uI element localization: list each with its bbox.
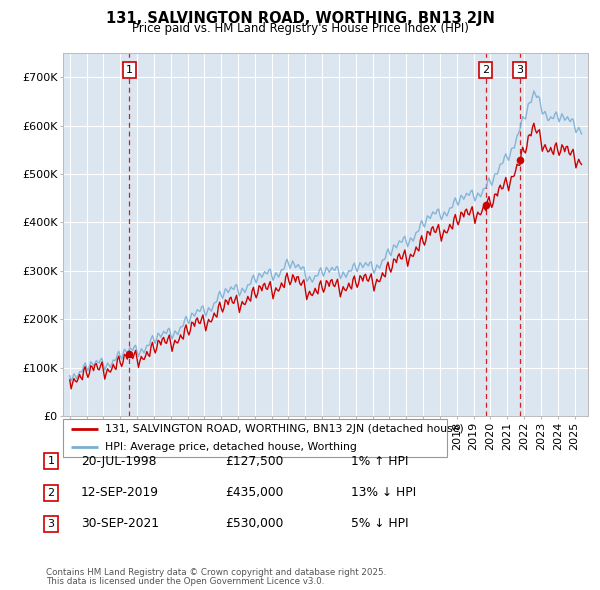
FancyBboxPatch shape: [63, 419, 447, 457]
Text: 5% ↓ HPI: 5% ↓ HPI: [351, 517, 409, 530]
Text: 2: 2: [47, 488, 55, 497]
Text: 2: 2: [482, 65, 489, 75]
Text: This data is licensed under the Open Government Licence v3.0.: This data is licensed under the Open Gov…: [46, 578, 325, 586]
Text: 3: 3: [47, 519, 55, 529]
Text: 3: 3: [517, 65, 523, 75]
Text: 20-JUL-1998: 20-JUL-1998: [81, 455, 157, 468]
Text: 1: 1: [47, 457, 55, 466]
Text: £435,000: £435,000: [225, 486, 283, 499]
Text: HPI: Average price, detached house, Worthing: HPI: Average price, detached house, Wort…: [105, 442, 357, 452]
Text: 131, SALVINGTON ROAD, WORTHING, BN13 2JN: 131, SALVINGTON ROAD, WORTHING, BN13 2JN: [106, 11, 494, 25]
Text: Contains HM Land Registry data © Crown copyright and database right 2025.: Contains HM Land Registry data © Crown c…: [46, 568, 386, 577]
Text: Price paid vs. HM Land Registry's House Price Index (HPI): Price paid vs. HM Land Registry's House …: [131, 22, 469, 35]
Text: 1% ↑ HPI: 1% ↑ HPI: [351, 455, 409, 468]
Text: 131, SALVINGTON ROAD, WORTHING, BN13 2JN (detached house): 131, SALVINGTON ROAD, WORTHING, BN13 2JN…: [105, 424, 464, 434]
Text: 1: 1: [126, 65, 133, 75]
Text: £127,500: £127,500: [225, 455, 283, 468]
Text: 13% ↓ HPI: 13% ↓ HPI: [351, 486, 416, 499]
Text: 30-SEP-2021: 30-SEP-2021: [81, 517, 159, 530]
Text: £530,000: £530,000: [225, 517, 283, 530]
Text: 12-SEP-2019: 12-SEP-2019: [81, 486, 159, 499]
